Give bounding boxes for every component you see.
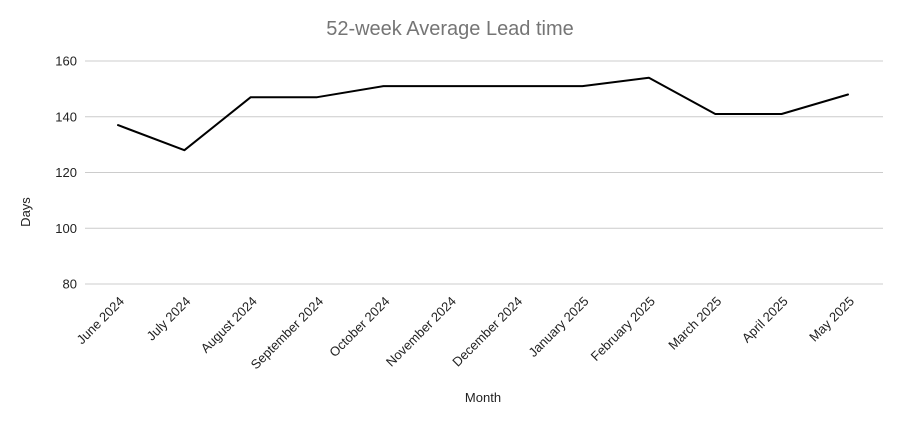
x-axis-title: Month <box>465 390 501 405</box>
x-tick-label: May 2025 <box>806 294 857 345</box>
x-tick-label: September 2024 <box>248 294 327 373</box>
data-point <box>314 94 320 100</box>
data-point <box>779 111 785 117</box>
data-point <box>712 111 718 117</box>
x-tick-label: June 2024 <box>74 294 128 348</box>
y-tick-label: 120 <box>55 165 77 180</box>
x-tick-label: November 2024 <box>383 294 459 370</box>
y-tick-label: 100 <box>55 221 77 236</box>
x-tick-label: July 2024 <box>144 294 194 344</box>
data-point <box>248 94 254 100</box>
data-point <box>380 83 386 89</box>
y-axis-ticks: 80 100 120 140 160 <box>55 54 77 292</box>
gridlines <box>85 60 883 285</box>
x-tick-label: March 2025 <box>665 294 724 353</box>
x-tick-label: October 2024 <box>326 294 392 360</box>
series-line <box>117 76 849 152</box>
x-tick-label: August 2024 <box>198 294 260 356</box>
y-axis-title: Days <box>18 197 33 227</box>
x-tick-label: December 2024 <box>449 294 525 370</box>
data-point <box>181 147 187 153</box>
x-tick-label: February 2025 <box>588 294 658 364</box>
y-tick-label: 140 <box>55 109 77 124</box>
series-group <box>115 75 851 153</box>
y-tick-label: 80 <box>63 277 77 292</box>
data-point <box>580 83 586 89</box>
data-point <box>513 83 519 89</box>
data-point <box>646 75 652 81</box>
y-tick-label: 160 <box>55 54 77 69</box>
x-tick-label: January 2025 <box>525 294 591 360</box>
chart-title: 52-week Average Lead time <box>326 18 574 40</box>
data-point <box>115 122 121 128</box>
data-point <box>845 91 851 97</box>
x-tick-label: April 2025 <box>739 294 791 346</box>
data-point <box>447 83 453 89</box>
